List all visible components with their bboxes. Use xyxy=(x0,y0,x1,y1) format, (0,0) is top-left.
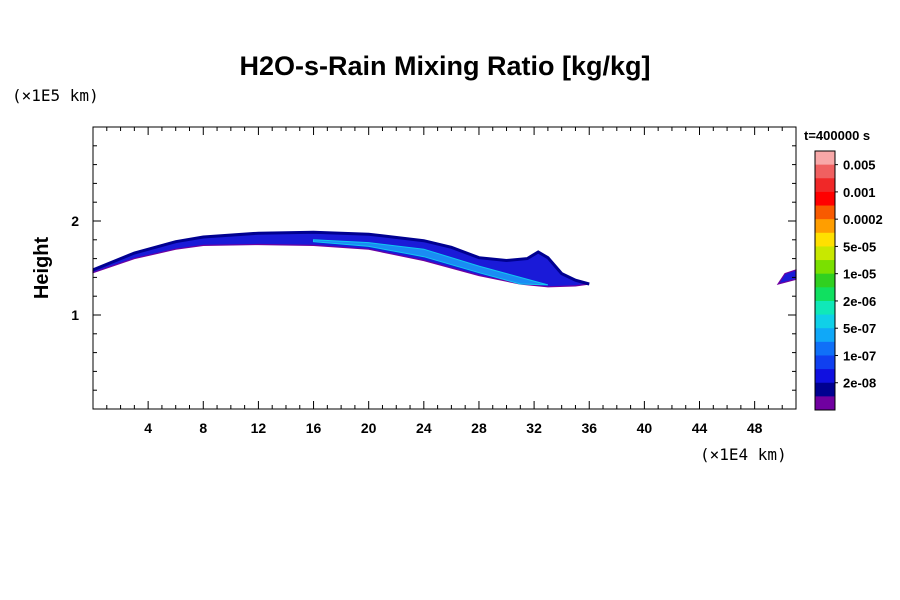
y-tick-label: 2 xyxy=(71,213,79,229)
colorbar-swatch xyxy=(815,178,835,193)
colorbar-swatch xyxy=(815,300,835,316)
colorbar-swatch xyxy=(815,232,835,247)
colorbar-swatch xyxy=(815,314,835,329)
y-axis-label: Height xyxy=(31,237,53,300)
x-tick-label: 32 xyxy=(526,420,542,436)
x-tick-label: 48 xyxy=(747,420,763,436)
colorbar-swatch xyxy=(815,191,835,207)
colorbar-label: 2e-06 xyxy=(843,294,876,309)
colorbar-swatch xyxy=(815,287,835,302)
x-tick-label: 24 xyxy=(416,420,432,436)
x-tick-label: 8 xyxy=(199,420,207,436)
colorbar-frame xyxy=(814,150,836,411)
colorbar-swatch xyxy=(815,382,835,397)
colorbar-label: 5e-07 xyxy=(843,321,876,336)
colorbar-swatch xyxy=(815,246,835,261)
colorbar-swatch xyxy=(815,355,835,370)
colorbar-label: 5e-05 xyxy=(843,239,876,254)
colorbar-label: 1e-05 xyxy=(843,267,876,282)
y-axis: 12 xyxy=(71,145,796,391)
rain-band-core xyxy=(313,239,549,286)
colorbar-swatch xyxy=(815,205,835,220)
colorbar-label: 0.0002 xyxy=(843,212,883,227)
x-tick-label: 16 xyxy=(306,420,322,436)
x-tick-label: 40 xyxy=(637,420,653,436)
colorbar: 0.005 0.001 0.0002 5e-05 1e-05 2e-06 5e-07 1e-0… xyxy=(814,150,883,411)
x-tick-label: 12 xyxy=(251,420,267,436)
colorbar-swatch xyxy=(815,219,835,234)
x-tick-label: 28 xyxy=(471,420,487,436)
colorbar-swatch xyxy=(815,396,835,411)
x-tick-label: 20 xyxy=(361,420,377,436)
colorbar-label: 0.001 xyxy=(843,185,876,200)
colorbar-label: 1e-07 xyxy=(843,348,876,363)
x-tick-label: 36 xyxy=(581,420,597,436)
colorbar-swatch xyxy=(815,369,835,384)
colorbar-swatch xyxy=(815,164,835,179)
contour-band xyxy=(92,230,797,288)
x-tick-label: 44 xyxy=(692,420,708,436)
chart-title: H2O-s-Rain Mixing Ratio [kg/kg] xyxy=(239,51,650,81)
time-label: t=400000 s xyxy=(804,128,870,143)
x-tick-label: 4 xyxy=(144,420,152,436)
rain-band-top-edge xyxy=(92,230,590,286)
x-axis: 4 8 12 16 20 24 28 32 36 40 44 48 xyxy=(106,127,783,436)
colorbar-label: 0.005 xyxy=(843,158,876,173)
colorbar-swatch xyxy=(815,341,835,356)
y-tick-label: 1 xyxy=(71,307,79,323)
y-axis-unit: (×1E5 km) xyxy=(12,86,99,105)
colorbar-swatch xyxy=(815,151,835,166)
colorbar-swatch xyxy=(815,273,835,288)
plot-frame xyxy=(92,126,797,410)
colorbar-label: 2e-08 xyxy=(843,376,876,391)
colorbar-swatch xyxy=(815,328,835,343)
colorbar-swatch xyxy=(815,260,835,275)
x-axis-unit: (×1E4 km) xyxy=(700,445,787,464)
